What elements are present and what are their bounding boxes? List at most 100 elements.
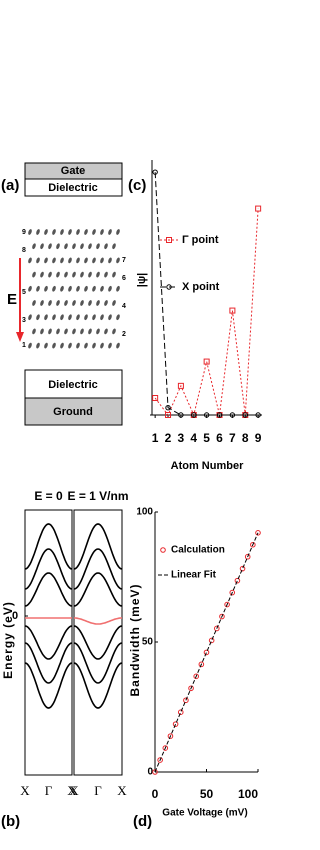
atom-number: 1 [22, 342, 26, 349]
atom-number: 4 [122, 303, 126, 310]
legend-marker [166, 284, 172, 290]
marker [177, 709, 184, 716]
atom [116, 314, 120, 321]
x-tick-label: X [117, 783, 127, 798]
atom [40, 243, 44, 250]
atom [88, 271, 92, 278]
x-tick-label: 7 [229, 431, 236, 445]
atom [84, 257, 88, 264]
atom [52, 285, 56, 292]
atom [36, 342, 40, 349]
x-tick-label: X [20, 783, 30, 798]
marker [216, 412, 223, 418]
y-axis-label: Energy (eV) [1, 601, 15, 679]
atom [52, 229, 56, 235]
atom [72, 300, 76, 306]
atom [68, 257, 72, 264]
y-axis-label: |ψ| [136, 273, 148, 287]
band [73, 625, 123, 660]
atom [44, 229, 48, 235]
atom [116, 229, 120, 235]
atom [84, 285, 88, 292]
atom [72, 271, 76, 278]
atom [72, 243, 76, 250]
atom [96, 300, 100, 306]
x-tick-label: 100 [238, 787, 258, 801]
series-line [154, 208, 259, 417]
atom [60, 229, 64, 235]
atom [96, 243, 100, 250]
marker [203, 358, 210, 365]
x-tick-label: X [67, 783, 77, 798]
atom [100, 229, 104, 235]
atom [28, 285, 32, 292]
field-arrow-head [16, 332, 24, 342]
atom [80, 328, 84, 335]
atom [72, 328, 76, 335]
atom [100, 257, 104, 264]
atom [44, 257, 48, 264]
legend-marker [160, 547, 166, 553]
marker [152, 395, 159, 401]
marker [234, 577, 241, 584]
band-frame [73, 509, 123, 776]
atom [48, 243, 52, 250]
atom [60, 314, 64, 321]
y-tick-label: 0 [12, 610, 18, 622]
atom [96, 271, 100, 278]
marker [165, 405, 171, 411]
atom [88, 300, 92, 306]
atom [56, 328, 60, 335]
marker [198, 661, 205, 668]
atom [32, 271, 36, 278]
marker [242, 412, 248, 418]
band [24, 642, 73, 684]
x-axis-label: Gate Voltage (mV) [162, 808, 247, 819]
atom [84, 342, 88, 349]
atom [104, 328, 108, 335]
layer-label: Dielectric [48, 379, 98, 391]
atom [44, 342, 48, 349]
atom [48, 328, 52, 335]
atom [112, 243, 116, 250]
x-tick-label: 4 [190, 431, 197, 445]
atom [76, 257, 80, 264]
marker [152, 169, 158, 175]
marker [191, 412, 197, 418]
atom [32, 328, 36, 335]
marker [167, 733, 174, 739]
atom [112, 271, 116, 278]
panel-label: (c) [128, 177, 146, 194]
marker [229, 412, 236, 418]
atom [108, 285, 112, 292]
band [24, 572, 73, 607]
x-tick-label: 2 [165, 431, 172, 445]
atom [68, 285, 72, 292]
marker [255, 205, 262, 212]
x-tick-label: 8 [242, 431, 249, 445]
atom [104, 271, 108, 278]
atom [68, 229, 72, 235]
atom [28, 257, 32, 264]
layer-label: Gate [61, 165, 85, 177]
band [24, 523, 73, 570]
dielectric-layer [24, 178, 123, 197]
atom [28, 314, 32, 321]
subplot-title: E = 1 V/nm [67, 489, 128, 503]
y-tick-label: 100 [136, 507, 153, 518]
marker [152, 769, 158, 775]
panel-label: (a) [1, 177, 19, 194]
atom [52, 257, 56, 264]
atom-number: 8 [22, 247, 26, 254]
atom-number: 6 [122, 275, 126, 282]
band [73, 548, 123, 590]
atom [60, 342, 64, 349]
atom [60, 285, 64, 292]
marker [250, 541, 256, 548]
y-tick-label: 50 [142, 637, 154, 648]
atom [96, 328, 100, 335]
x-tick-label: 6 [216, 431, 223, 445]
atom-number: 3 [22, 317, 26, 324]
atom [80, 271, 84, 278]
legend-label: Calculation [171, 545, 225, 556]
